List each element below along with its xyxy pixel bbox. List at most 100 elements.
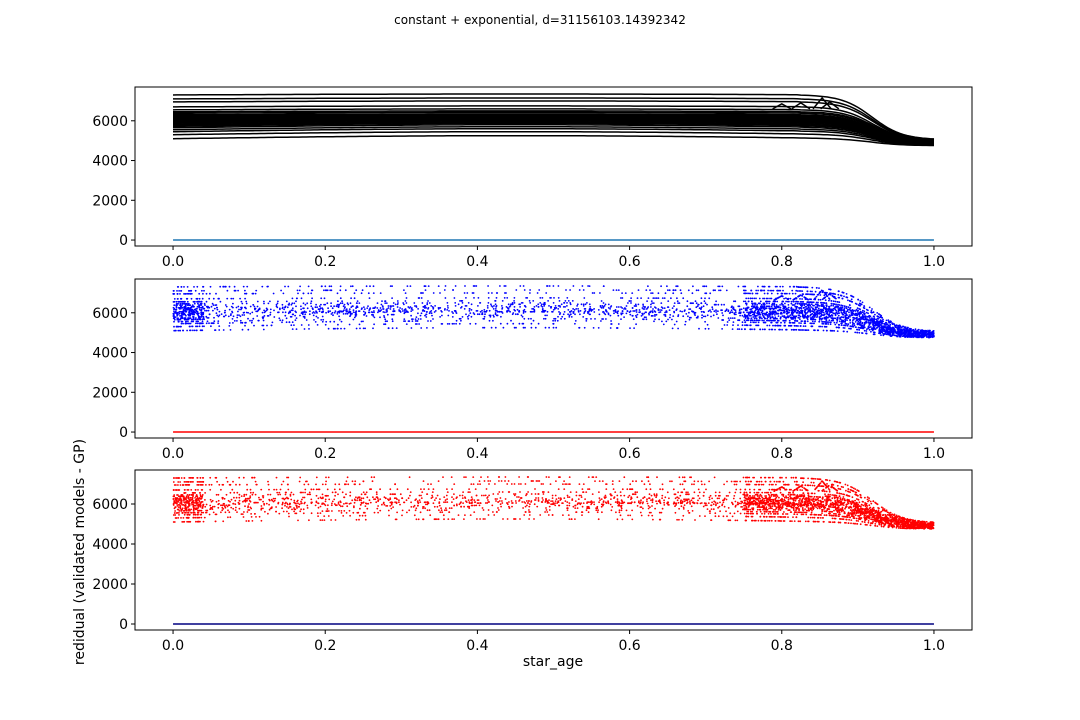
scatter-point bbox=[546, 314, 548, 317]
scatter-point bbox=[484, 313, 486, 316]
scatter-point bbox=[302, 315, 305, 318]
scatter-point bbox=[795, 311, 798, 314]
scatter-point bbox=[654, 315, 656, 317]
scatter-point bbox=[295, 300, 297, 303]
scatter-point bbox=[399, 493, 402, 496]
scatter-point bbox=[587, 488, 589, 490]
scatter-point bbox=[634, 303, 637, 306]
scatter-point bbox=[253, 305, 256, 308]
scatter-point bbox=[871, 320, 874, 323]
scatter-point bbox=[621, 310, 624, 313]
scatter-point bbox=[232, 315, 235, 318]
scatter-point bbox=[198, 304, 200, 306]
scatter-point bbox=[764, 317, 766, 320]
scatter-point bbox=[631, 292, 634, 294]
scatter-point bbox=[558, 311, 560, 313]
scatter-point bbox=[828, 313, 830, 316]
scatter-point bbox=[220, 313, 223, 315]
scatter-point bbox=[878, 322, 881, 325]
scatter-point bbox=[827, 323, 830, 325]
scatter-point bbox=[630, 297, 632, 299]
scatter-point bbox=[529, 302, 532, 304]
scatter-point bbox=[509, 305, 512, 307]
scatter-point bbox=[269, 313, 272, 316]
scatter-point bbox=[664, 315, 667, 317]
scatter-point bbox=[770, 305, 773, 308]
scatter-point bbox=[527, 317, 530, 320]
scatter-point bbox=[840, 485, 843, 488]
scatter-point bbox=[803, 310, 806, 313]
scatter-point bbox=[561, 315, 564, 318]
scatter-point bbox=[879, 330, 882, 333]
scatter-point bbox=[830, 304, 833, 307]
scatter-point bbox=[322, 318, 325, 321]
scatter-point bbox=[708, 297, 711, 300]
scatter-point bbox=[800, 322, 802, 324]
scatter-point bbox=[447, 314, 450, 317]
scatter-point bbox=[421, 310, 424, 312]
scatter-point bbox=[734, 519, 737, 522]
scatter-point bbox=[398, 310, 401, 312]
scatter-point bbox=[652, 297, 655, 299]
scatter-point bbox=[339, 285, 342, 288]
scatter-point bbox=[686, 300, 689, 303]
scatter-point bbox=[800, 305, 803, 308]
scatter-point bbox=[793, 322, 795, 324]
scatter-point bbox=[837, 310, 840, 313]
scatter-point bbox=[439, 316, 441, 318]
scatter-point bbox=[621, 307, 624, 309]
scatter-point bbox=[706, 303, 708, 306]
scatter-point bbox=[818, 292, 821, 294]
scatter-point bbox=[568, 316, 571, 318]
scatter-point bbox=[407, 320, 410, 322]
scatter-point bbox=[820, 315, 822, 317]
scatter-point bbox=[291, 313, 294, 316]
scatter-point bbox=[789, 285, 791, 288]
scatter-point bbox=[867, 520, 870, 522]
scatter-point bbox=[316, 324, 319, 326]
scatter-point bbox=[179, 304, 182, 307]
scatter-point bbox=[303, 328, 306, 330]
scatter-point bbox=[192, 320, 195, 323]
scatter-point bbox=[906, 336, 909, 338]
scatter-point bbox=[323, 289, 325, 292]
scatter-point bbox=[249, 312, 252, 315]
scatter-point bbox=[899, 326, 901, 329]
scatter-point bbox=[285, 300, 288, 303]
scatter-point bbox=[810, 322, 813, 325]
scatter-point bbox=[356, 306, 359, 308]
scatter-point bbox=[526, 297, 529, 299]
scatter-point bbox=[889, 511, 892, 514]
track-bump bbox=[772, 103, 792, 110]
scatter-point bbox=[282, 311, 284, 314]
scatter-point bbox=[635, 323, 637, 326]
scatter-point bbox=[852, 316, 854, 319]
scatter-point bbox=[427, 285, 430, 287]
scatter-point bbox=[820, 289, 823, 292]
scatter-point bbox=[588, 303, 591, 306]
scatter-point bbox=[337, 305, 340, 308]
scatter-point bbox=[852, 296, 855, 298]
scatter-point bbox=[787, 304, 790, 306]
scatter-point bbox=[620, 502, 623, 505]
scatter-point bbox=[396, 306, 399, 308]
scatter-point bbox=[703, 300, 706, 303]
scatter-point bbox=[263, 309, 265, 312]
scatter-point bbox=[497, 507, 499, 509]
scatter-point bbox=[396, 488, 399, 491]
scatter-point bbox=[365, 315, 368, 317]
scatter-point bbox=[651, 311, 654, 314]
scatter-point bbox=[673, 305, 675, 307]
scatter-point bbox=[841, 297, 844, 300]
scatter-point bbox=[799, 315, 802, 318]
scatter-point bbox=[598, 491, 600, 493]
scatter-point bbox=[321, 315, 324, 318]
scatter-point bbox=[783, 321, 786, 324]
scatter-point bbox=[789, 297, 792, 300]
scatter-point bbox=[694, 300, 697, 303]
scatter-point bbox=[747, 317, 749, 320]
scatter-point bbox=[792, 318, 795, 320]
scatter-point bbox=[300, 308, 302, 311]
scatter-point bbox=[367, 292, 370, 295]
scatter-point bbox=[754, 314, 757, 317]
